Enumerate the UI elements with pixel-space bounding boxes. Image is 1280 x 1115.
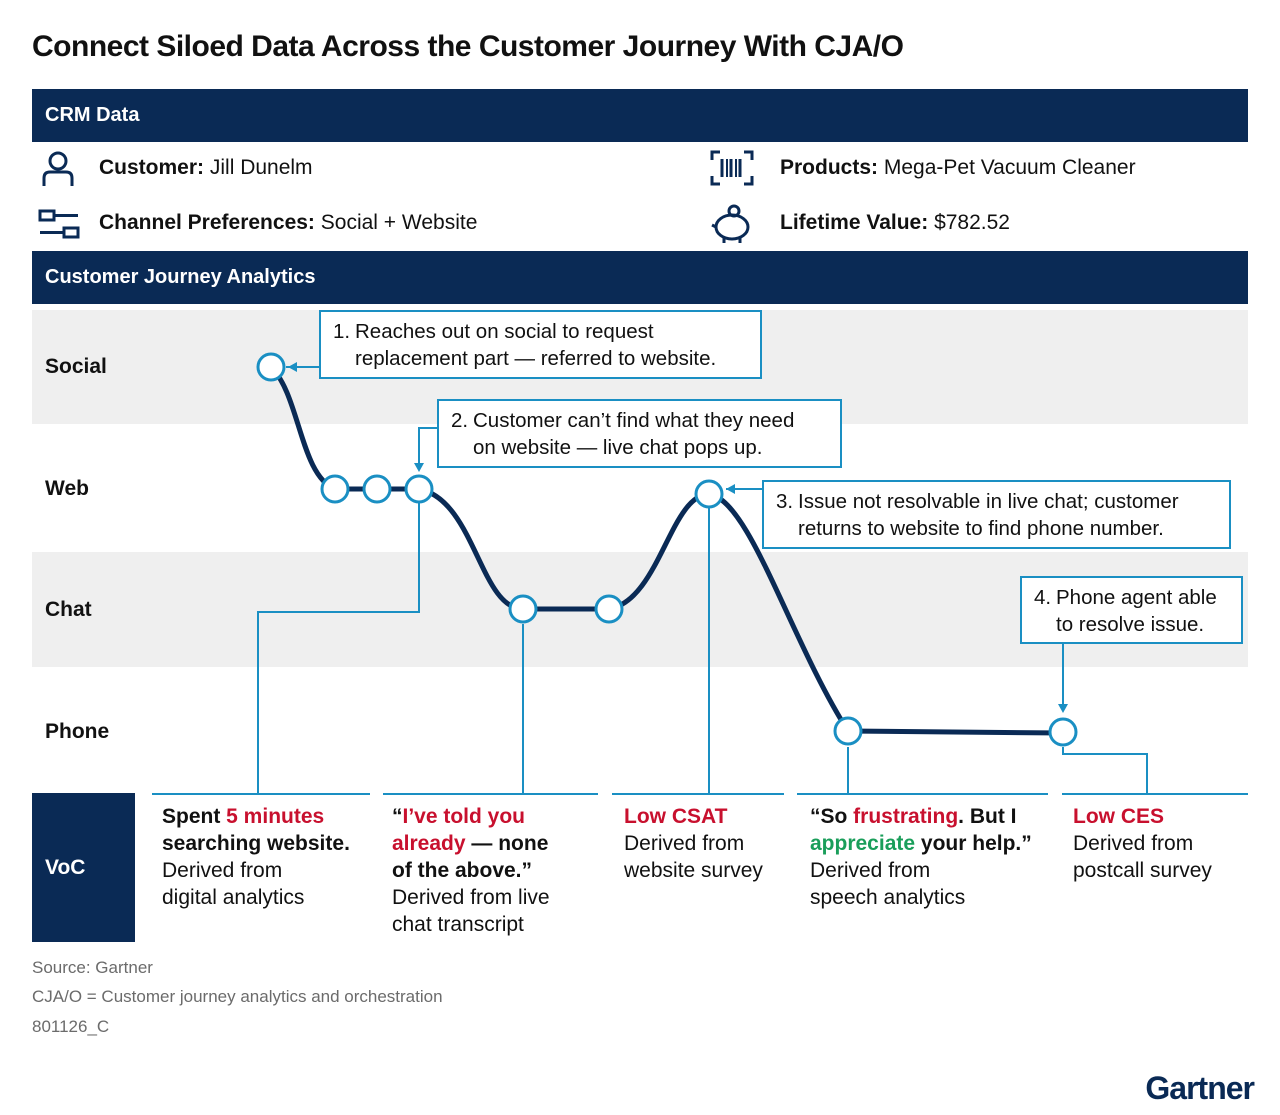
- node-social: [256, 352, 286, 382]
- callout-1: 1. Reaches out on social to request repla…: [319, 310, 762, 379]
- channel-preferences-field: Channel Preferences: Social + Website: [99, 211, 477, 235]
- arrowhead-3: [726, 484, 735, 494]
- voc-2-source-line2: chat transcript: [392, 913, 524, 936]
- connector-callout-2: [418, 427, 438, 466]
- voc-1-source-line2: digital analytics: [162, 886, 305, 909]
- voc-5-source-line1: Derived from: [1073, 832, 1194, 855]
- callout-3-line2: returns to website to find phone number.: [798, 517, 1164, 540]
- voc-item-5: Low CES Derived from postcall survey: [1073, 803, 1248, 884]
- voc-3-source-line2: website survey: [624, 859, 763, 882]
- node-web-3: [404, 474, 434, 504]
- node-web-2: [362, 474, 392, 504]
- voc-2-highlight-1: I’ve told you: [402, 805, 526, 828]
- voc-4-source-line1: Derived from: [810, 859, 931, 882]
- callout-1-line1: Reaches out on social to request: [355, 320, 654, 343]
- voc-item-4: “So frustrating. But I appreciate your h…: [810, 803, 1050, 911]
- lane-label-web: Web: [45, 477, 89, 500]
- channel-preferences-icon: [38, 209, 80, 239]
- lane-label-chat: Chat: [45, 598, 92, 621]
- cja-header-label: Customer Journey Analytics: [45, 266, 316, 288]
- voc-item-3: Low CSAT Derived from website survey: [624, 803, 794, 884]
- voc-1-lead: Spent: [162, 805, 227, 828]
- channel-preferences-label: Channel Preferences:: [99, 211, 315, 234]
- gartner-logo: Gartner: [1145, 1070, 1255, 1106]
- person-icon: [42, 151, 74, 186]
- cja-header: Customer Journey Analytics: [32, 251, 1248, 304]
- voc-label: VoC: [45, 856, 86, 879]
- crm-header: CRM Data: [32, 89, 1248, 142]
- voc-1-quote-end: searching website.: [162, 832, 350, 855]
- callout-4: 4. Phone agent able to resolve issue.: [1020, 576, 1243, 644]
- products-value: Mega-Pet Vacuum Cleaner: [883, 156, 1136, 179]
- voc-label-box: VoC: [32, 793, 135, 942]
- callout-1-number: 1.: [333, 320, 351, 343]
- voc-1-highlight: 5 minutes: [226, 805, 325, 828]
- callout-2-number: 2.: [451, 409, 469, 432]
- callout-1-line2: replacement part — referred to website.: [355, 347, 717, 370]
- lifetime-value-field: Lifetime Value: $782.52: [780, 211, 1010, 235]
- journey-diagram: [152, 352, 1248, 795]
- piggy-bank-icon: [711, 204, 750, 243]
- footer-id: 801126_C: [32, 1017, 110, 1036]
- voc-4-source-line2: speech analytics: [810, 886, 966, 909]
- voc-2-quote-end: of the above.”: [392, 859, 533, 882]
- voc-3-metric: Low CSAT: [624, 805, 728, 828]
- callout-2: 2. Customer can’t find what they need on …: [437, 399, 842, 468]
- lifetime-value-value: $782.52: [934, 211, 1010, 234]
- customer-label: Customer:: [99, 156, 205, 179]
- customer-value: Jill Dunelm: [209, 156, 313, 179]
- products-label: Products:: [780, 156, 879, 179]
- voc-3-source-line1: Derived from: [624, 832, 745, 855]
- node-web-4: [694, 479, 724, 509]
- callout-3: 3. Issue not resolvable in live chat; cus…: [762, 480, 1231, 549]
- voc-4-highlight-green: appreciate: [810, 832, 916, 855]
- channel-preferences-value: Social + Website: [320, 211, 478, 234]
- voc-2-quote-mid: — none: [465, 832, 549, 855]
- arrowhead-4: [1058, 704, 1068, 713]
- voc-4-quote-mid: . But I: [958, 805, 1017, 828]
- lifetime-value-label: Lifetime Value:: [780, 211, 929, 234]
- voc-5-source-line2: postcall survey: [1073, 859, 1212, 882]
- footer-note: CJA/O = Customer journey analytics and o…: [32, 987, 443, 1006]
- voc-5-metric: Low CES: [1073, 805, 1165, 828]
- products-field: Products: Mega-Pet Vacuum Cleaner: [780, 156, 1136, 180]
- lane-label-phone: Phone: [45, 720, 110, 743]
- lane-label-social: Social: [45, 355, 107, 378]
- arrowhead-2: [414, 463, 424, 472]
- callout-4-number: 4.: [1034, 586, 1052, 609]
- voc-2-source-line1: Derived from live: [392, 886, 550, 909]
- voc-4-open-quote: “So: [810, 805, 854, 828]
- crm-header-label: CRM Data: [45, 104, 140, 126]
- callout-2-line1: Customer can’t find what they need: [473, 409, 795, 432]
- customer-field: Customer: Jill Dunelm: [99, 156, 313, 180]
- callout-2-line2: on website — live chat pops up.: [473, 436, 763, 459]
- callout-4-line1: Phone agent able: [1056, 586, 1217, 609]
- node-web-1: [320, 474, 350, 504]
- barcode-icon: [710, 150, 754, 186]
- connector-voc-5: [1062, 747, 1148, 793]
- callout-3-number: 3.: [776, 490, 794, 513]
- node-phone-2: [1048, 717, 1078, 747]
- node-chat-2: [594, 594, 624, 624]
- voc-4-quote-end: your help.”: [915, 832, 1032, 855]
- voc-1-source-line1: Derived from: [162, 859, 283, 882]
- node-phone-1: [833, 716, 863, 746]
- footer-source: Source: Gartner: [32, 958, 153, 977]
- voc-item-1: Spent 5 minutes searching website. Deriv…: [162, 803, 377, 911]
- voc-2-open-quote: “: [392, 805, 403, 828]
- node-chat-1: [508, 594, 538, 624]
- arrowhead-1: [288, 362, 297, 372]
- voc-4-highlight-red: frustrating: [853, 805, 959, 828]
- connector-voc-1: [257, 503, 420, 793]
- callout-4-line2: to resolve issue.: [1056, 613, 1205, 636]
- page-title: Connect Siloed Data Across the Customer …: [32, 30, 904, 63]
- voc-item-2: “I’ve told you already — none of the abo…: [392, 803, 597, 938]
- callout-3-line1: Issue not resolvable in live chat; custo…: [798, 490, 1179, 513]
- voc-2-highlight-2: already: [392, 832, 466, 855]
